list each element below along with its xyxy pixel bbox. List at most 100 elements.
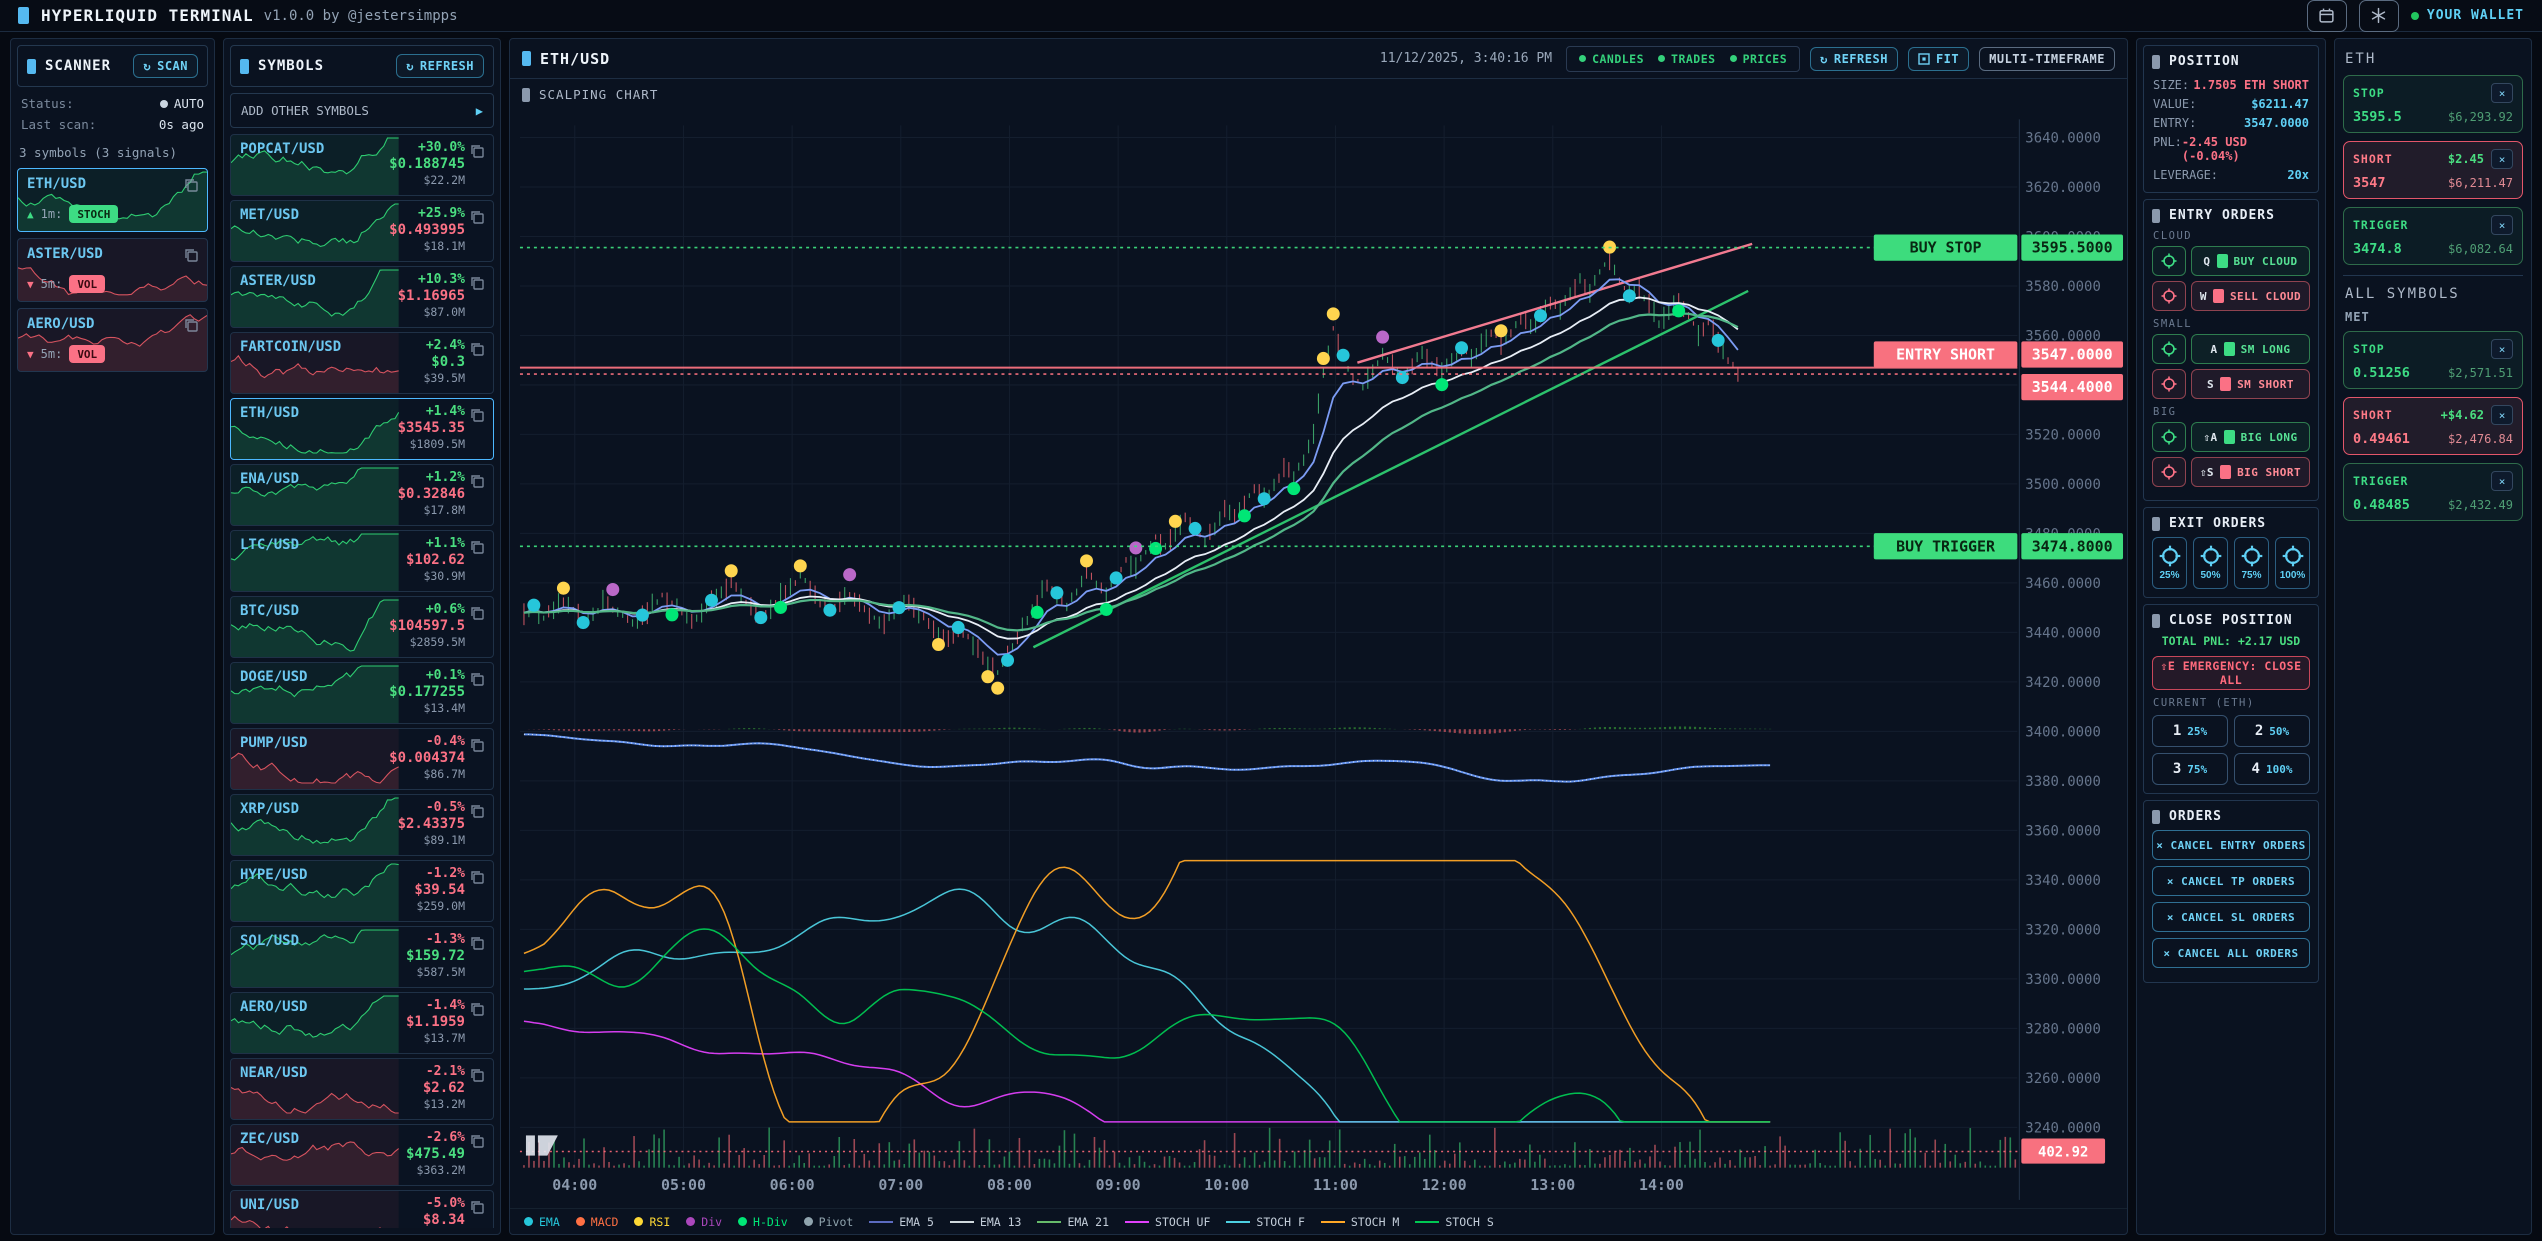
big-short-button[interactable]: ⇧S BIG SHORT [2191,457,2310,487]
legend-item-rsi[interactable]: RSI [634,1215,670,1229]
symbol-row[interactable]: XRP/USD -0.5% $2.43375 $89.1M [230,794,494,856]
entry-target-button-sm-short[interactable] [2152,369,2186,399]
copy-symbol-button[interactable] [469,143,485,162]
sm-long-button[interactable]: A SM LONG [2191,334,2310,364]
scan-button[interactable]: ↻ SCAN [133,54,198,78]
copy-symbol-button[interactable] [469,671,485,690]
symbol-row[interactable]: SOL/USD -1.3% $159.72 $587.5M [230,926,494,988]
copy-symbol-button[interactable] [469,539,485,558]
legend-item-stoch-uf[interactable]: STOCH UF [1125,1215,1210,1229]
sm-short-button[interactable]: S SM SHORT [2191,369,2310,399]
copy-symbol-button[interactable] [469,935,485,954]
legend-item-macd[interactable]: MACD [575,1215,618,1229]
multi-timeframe-button[interactable]: MULTI-TIMEFRAME [1979,46,2115,71]
entry-target-button-buy-cloud[interactable] [2152,246,2186,276]
cancel-all-orders-button[interactable]: × CANCEL ALL ORDERS [2152,938,2310,968]
symbol-row[interactable]: POPCAT/USD +30.0% $0.188745 $22.2M [230,134,494,196]
chart-refresh-button[interactable]: ↻ REFRESH [1810,46,1898,71]
legend-item-div[interactable]: Div [686,1215,722,1229]
scanner-signal-card[interactable]: ETH/USD ▲ 1m: STOCH [17,168,208,232]
wallet-status[interactable]: YOUR WALLET [2410,8,2524,23]
symbol-row[interactable]: ASTER/USD +10.3% $1.16965 $87.0M [230,266,494,328]
exit-25pct-button[interactable]: 25% [2152,537,2187,589]
entry-target-button-big-long[interactable] [2152,422,2186,452]
legend-item-stoch-f[interactable]: STOCH F [1226,1215,1305,1229]
price-chart[interactable]: 3640.00003620.00003600.00003580.00003560… [510,79,2127,1208]
close-25pct-button[interactable]: 1 25% [2152,715,2228,747]
cancel-sl-orders-button[interactable]: × CANCEL SL ORDERS [2152,902,2310,932]
cancel-order-button[interactable]: × [2491,83,2513,103]
symbol-row[interactable]: ENA/USD +1.2% $0.32846 $17.8M [230,464,494,526]
legend-item-h-div[interactable]: H-Div [738,1215,788,1229]
close-75pct-button[interactable]: 3 75% [2152,753,2228,785]
copy-symbol-button[interactable] [183,247,199,266]
toggle-prices[interactable]: PRICES [1729,52,1788,66]
entry-target-button-sm-long[interactable] [2152,334,2186,364]
theme-button[interactable] [2358,0,2399,32]
symbol-row[interactable]: HYPE/USD -1.2% $39.54 $259.0M [230,860,494,922]
legend-item-stoch-m[interactable]: STOCH M [1320,1215,1399,1229]
chart-fit-button[interactable]: FIT [1907,46,1970,71]
symbol-row[interactable]: ETH/USD +1.4% $3545.35 $1809.5M [230,398,494,460]
exit-50pct-button[interactable]: 50% [2193,537,2228,589]
copy-symbol-button[interactable] [469,407,485,426]
cancel-tp-orders-button[interactable]: × CANCEL TP ORDERS [2152,866,2310,896]
close-50pct-button[interactable]: 2 50% [2234,715,2310,747]
scanner-signal-card[interactable]: ASTER/USD ▼ 5m: VOL [17,238,208,302]
copy-symbol-button[interactable] [469,1001,485,1020]
buy-cloud-button[interactable]: Q BUY CLOUD [2191,246,2310,276]
calendar-button[interactable] [2306,0,2347,32]
symbol-stats: -0.4% $0.004374 $86.7M [389,734,465,781]
copy-symbol-button[interactable] [469,803,485,822]
legend-item-stoch-s[interactable]: STOCH S [1415,1215,1494,1229]
symbol-stats: -2.6% $475.49 $363.2M [406,1130,465,1177]
symbol-row[interactable]: NEAR/USD -2.1% $2.62 $13.2M [230,1058,494,1120]
big-long-button[interactable]: ⇧A BIG LONG [2191,422,2310,452]
symbols-refresh-button[interactable]: ↻ REFRESH [396,54,484,78]
legend-item-ema-13[interactable]: EMA 13 [949,1215,1021,1229]
cancel-entry-orders-button[interactable]: × CANCEL ENTRY ORDERS [2152,830,2310,860]
copy-symbol-button[interactable] [469,209,485,228]
copy-symbol-button[interactable] [183,317,199,336]
add-other-symbols[interactable]: ADD OTHER SYMBOLS ▶ [230,93,494,128]
symbol-row[interactable]: PUMP/USD -0.4% $0.004374 $86.7M [230,728,494,790]
legend-item-pivot[interactable]: Pivot [803,1215,853,1229]
copy-symbol-button[interactable] [469,341,485,360]
entry-target-button-sell-cloud[interactable] [2152,281,2186,311]
copy-symbol-button[interactable] [469,1199,485,1218]
symbol-row[interactable]: BTC/USD +0.6% $104597.5 $2859.5M [230,596,494,658]
symbol-row[interactable]: ZEC/USD -2.6% $475.49 $363.2M [230,1124,494,1186]
copy-symbol-button[interactable] [469,605,485,624]
copy-symbol-button[interactable] [469,275,485,294]
copy-symbol-button[interactable] [469,1067,485,1086]
cancel-order-button[interactable]: × [2491,215,2513,235]
copy-symbol-button[interactable] [469,869,485,888]
symbol-row[interactable]: FARTCOIN/USD +2.4% $0.3 $39.5M [230,332,494,394]
chart-canvas[interactable]: SCALPING CHART 3640.00003620.00003600.00… [510,79,2127,1208]
emergency-close-all-button[interactable]: ⇧E EMERGENCY: CLOSE ALL [2152,656,2310,690]
symbol-row[interactable]: DOGE/USD +0.1% $0.177255 $13.4M [230,662,494,724]
exit-75pct-button[interactable]: 75% [2234,537,2269,589]
entry-target-button-big-short[interactable] [2152,457,2186,487]
copy-symbol-button[interactable] [469,737,485,756]
legend-item-ema[interactable]: EMA [524,1215,560,1229]
cancel-order-button[interactable]: × [2491,471,2513,491]
scanner-signal-card[interactable]: AERO/USD ▼ 5m: VOL [17,308,208,372]
copy-symbol-button[interactable] [469,473,485,492]
symbol-row[interactable]: UNI/USD -5.0%$8.34$184.9M [230,1190,494,1228]
sell-cloud-button[interactable]: W SELL CLOUD [2191,281,2310,311]
exit-100pct-button[interactable]: 100% [2275,537,2310,589]
symbol-row[interactable]: AERO/USD -1.4% $1.1959 $13.7M [230,992,494,1054]
cancel-order-button[interactable]: × [2491,339,2513,359]
close-100pct-button[interactable]: 4 100% [2234,753,2310,785]
symbol-row[interactable]: MET/USD +25.9% $0.493995 $18.1M [230,200,494,262]
copy-symbol-button[interactable] [183,177,199,196]
cancel-order-button[interactable]: × [2491,405,2513,425]
legend-item-ema-5[interactable]: EMA 5 [869,1215,934,1229]
legend-item-ema-21[interactable]: EMA 21 [1037,1215,1109,1229]
toggle-trades[interactable]: TRADES [1658,52,1716,66]
toggle-candles[interactable]: CANDLES [1579,52,1644,66]
cancel-order-button[interactable]: × [2491,149,2513,169]
copy-symbol-button[interactable] [469,1133,485,1152]
symbol-row[interactable]: LTC/USD +1.1% $102.62 $30.9M [230,530,494,592]
